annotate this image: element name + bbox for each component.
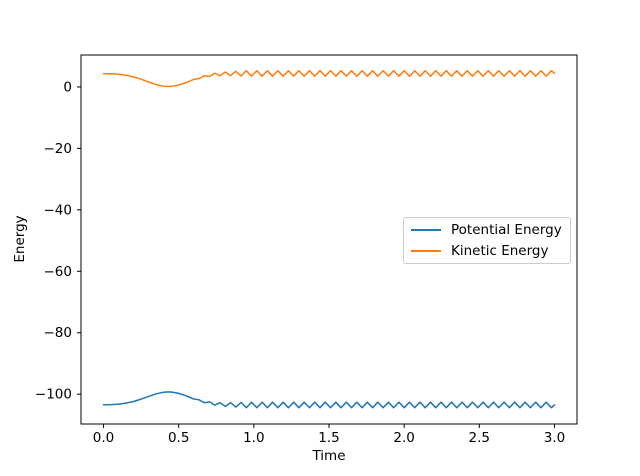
x-tick-label: 2.0 xyxy=(393,430,414,446)
x-tick-label: 3.0 xyxy=(544,430,565,446)
legend-line-sample-potential xyxy=(411,229,441,231)
legend-entry-potential-energy: Potential Energy xyxy=(411,222,562,238)
y-tick-label: −20 xyxy=(44,141,73,157)
x-axis-label: Time xyxy=(312,448,346,464)
y-tick-label: −40 xyxy=(44,202,73,218)
y-axis-label: Energy xyxy=(12,215,28,263)
y-tick-label: −80 xyxy=(44,325,73,341)
legend: Potential Energy Kinetic Energy xyxy=(403,217,571,264)
x-tick-label: 0.5 xyxy=(168,430,189,446)
y-tick-label: −100 xyxy=(35,387,72,403)
y-tick-label: 0 xyxy=(63,79,72,95)
x-tick-label: 1.0 xyxy=(243,430,264,446)
legend-entry-kinetic-energy: Kinetic Energy xyxy=(411,243,562,259)
x-tick-label: 2.5 xyxy=(469,430,490,446)
series-line-1 xyxy=(102,69,556,88)
series-line-0 xyxy=(102,391,556,409)
x-tick-label: 1.5 xyxy=(318,430,339,446)
legend-label-potential: Potential Energy xyxy=(451,222,562,238)
y-tick-label: −60 xyxy=(44,264,73,280)
legend-line-sample-kinetic xyxy=(411,250,441,252)
x-tick-label: 0.0 xyxy=(93,430,114,446)
legend-label-kinetic: Kinetic Energy xyxy=(451,243,549,259)
